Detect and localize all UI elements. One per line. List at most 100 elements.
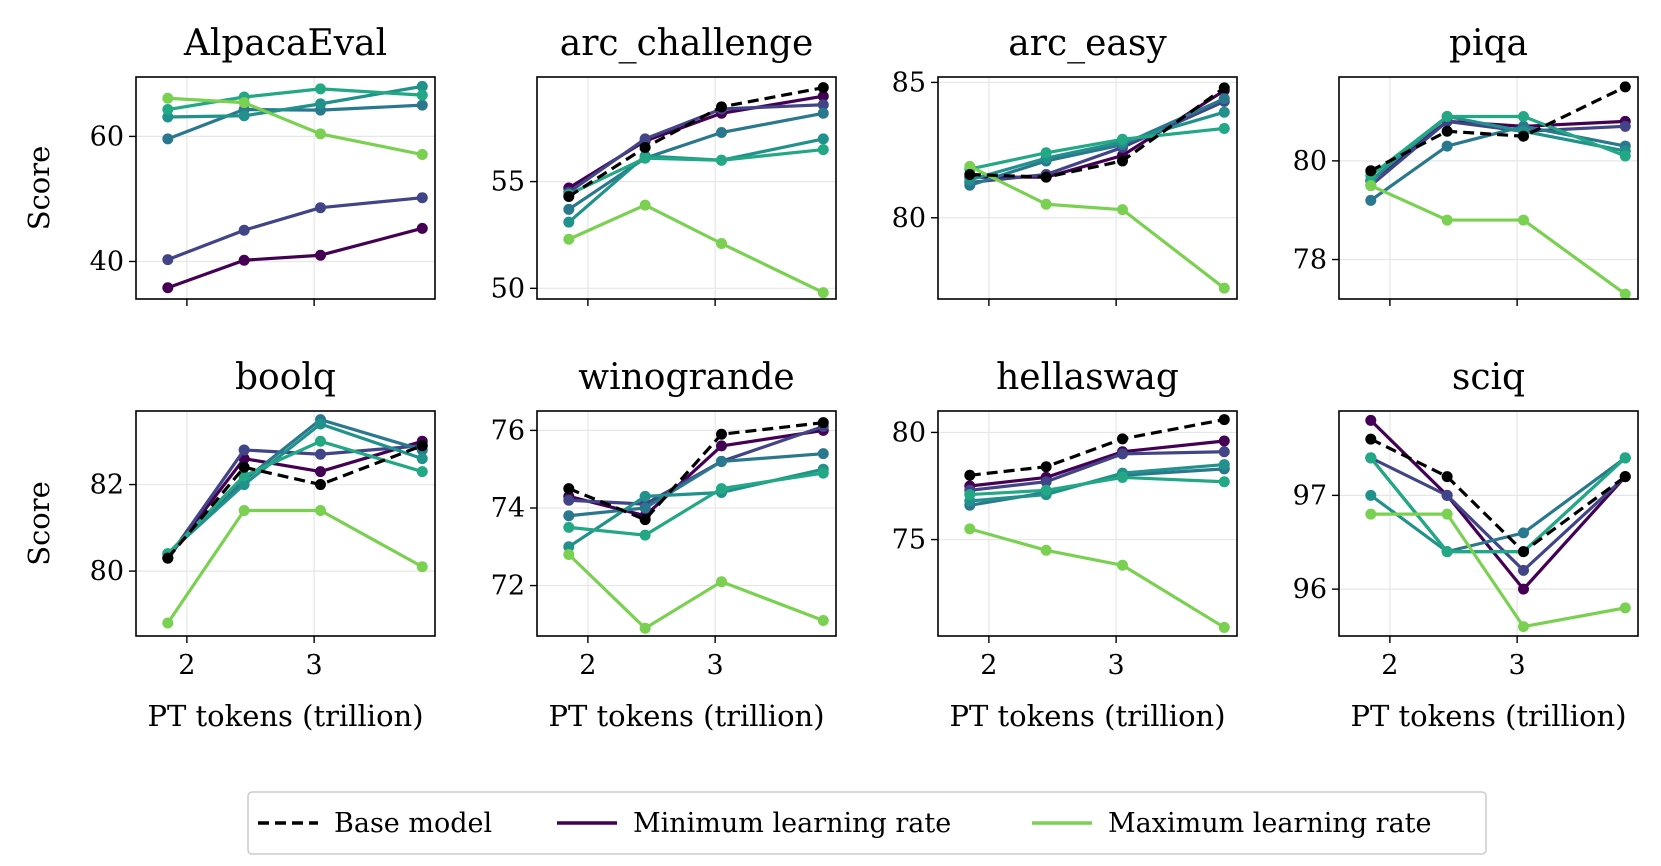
- data-point-lr4: [314, 418, 326, 430]
- data-point-lr2: [314, 202, 326, 214]
- data-point-lr6: [1441, 508, 1453, 520]
- data-point-lr6: [1365, 180, 1377, 192]
- data-point-lr4: [1218, 106, 1230, 118]
- y-tick-label: 80: [892, 203, 926, 234]
- data-point-lr6: [715, 238, 727, 249]
- data-point-lr6: [639, 199, 651, 211]
- y-tick-label: 72: [491, 571, 525, 602]
- series-line-lr6: [1370, 184, 1627, 296]
- series-line-lr2: [1369, 119, 1626, 187]
- panel-title: sciq: [1452, 357, 1525, 398]
- data-point-lr1: [416, 222, 428, 234]
- data-point-lr2: [1040, 476, 1052, 488]
- data-point-lr1: [817, 90, 829, 102]
- x-axis-label: PT tokens (trillion): [147, 699, 423, 733]
- data-point-lr3: [162, 133, 174, 145]
- legend-label-0: Base model: [334, 808, 492, 839]
- data-point-lr6: [238, 97, 250, 109]
- x-tick-label: 3: [707, 650, 724, 681]
- data-point-lr2: [817, 99, 829, 111]
- y-tick-label: 85: [892, 67, 926, 98]
- data-point-lr3: [416, 99, 428, 111]
- y-tick-label: 82: [90, 470, 124, 501]
- panel-arc-challenge: 50 55 arc_challenge: [491, 23, 837, 306]
- data-point-lr3: [715, 127, 727, 138]
- data-point-lr4: [563, 541, 575, 553]
- series-line-lr2: [167, 196, 423, 262]
- series-line-lr6: [568, 203, 824, 295]
- y-tick-label: 75: [892, 525, 926, 556]
- data-point-lr3: [817, 448, 829, 460]
- data-point-lr6: [817, 614, 829, 626]
- data-point-lr2: [314, 448, 326, 460]
- base-model-line: [1370, 85, 1626, 173]
- data-point-base-model: [1441, 471, 1453, 483]
- data-point-lr2: [1218, 446, 1230, 458]
- series-line-lr1: [167, 226, 423, 290]
- data-point-lr6: [1218, 282, 1230, 294]
- series-line-lr5: [969, 475, 1225, 497]
- panel-arc-easy: 80 85 arc_easy: [892, 23, 1238, 306]
- data-point-base-model: [416, 440, 428, 452]
- series-line-lr3: [166, 418, 423, 555]
- series-line-lr5: [167, 87, 423, 112]
- data-point-lr5: [1441, 546, 1453, 558]
- data-point-lr1: [238, 254, 250, 266]
- panel-title: winogrande: [578, 357, 794, 398]
- data-point-lr5: [1218, 122, 1230, 134]
- series-line-lr4: [166, 422, 423, 555]
- x-tick-label: 2: [980, 650, 997, 681]
- panel-title: AlpacaEval: [183, 23, 387, 64]
- series-line-lr3: [568, 452, 824, 518]
- axes-frame: [937, 410, 1238, 637]
- data-point-lr5: [1619, 150, 1631, 162]
- data-point-lr4: [639, 490, 651, 502]
- y-tick-label: 74: [491, 493, 525, 524]
- series-line-lr3: [1369, 124, 1626, 202]
- data-point-base-model: [238, 461, 250, 473]
- data-point-lr1: [1218, 435, 1230, 447]
- data-point-lr1: [314, 249, 326, 261]
- panel-title: boolq: [235, 357, 336, 398]
- y-tick-label: 97: [1293, 480, 1327, 511]
- data-point-lr5: [238, 470, 250, 482]
- data-point-lr6: [416, 561, 428, 573]
- data-point-base-model: [1619, 81, 1631, 93]
- series-line-lr2: [567, 103, 824, 194]
- data-point-lr5: [1040, 484, 1052, 496]
- series-line-lr6: [969, 527, 1226, 629]
- data-point-base-model: [1517, 546, 1529, 558]
- panel-boolq: 2 3 80 82 boolq PT tokens (trillion) Score: [22, 357, 436, 733]
- data-point-lr2: [1441, 489, 1453, 501]
- x-tick-label: 3: [1108, 650, 1125, 681]
- data-point-lr6: [416, 149, 428, 161]
- series-line-lr4: [1369, 114, 1626, 182]
- data-point-base-model: [1218, 414, 1230, 426]
- data-point-lr6: [1517, 621, 1529, 633]
- data-point-lr3: [563, 203, 575, 215]
- axes-frame: [135, 76, 436, 300]
- data-point-lr3: [715, 455, 727, 467]
- data-point-lr2: [1116, 448, 1128, 460]
- series-line-lr1: [969, 439, 1225, 488]
- data-point-lr4: [416, 453, 428, 465]
- data-point-lr4: [1218, 459, 1230, 471]
- series-line-lr2: [1370, 456, 1627, 572]
- data-point-lr5: [162, 104, 174, 116]
- axes-frame: [1338, 76, 1639, 300]
- x-tick-label: 2: [1381, 650, 1398, 681]
- series-line-lr3: [969, 97, 1225, 187]
- data-point-lr2: [238, 224, 250, 236]
- data-point-lr5: [715, 483, 727, 495]
- data-point-lr6: [162, 617, 174, 629]
- series-line-lr5: [1369, 456, 1627, 554]
- series-line-lr2: [969, 450, 1225, 492]
- data-point-lr6: [1517, 214, 1529, 226]
- x-axis-label: PT tokens (trillion): [548, 699, 824, 733]
- data-point-lr6: [817, 287, 829, 299]
- y-tick-label: 80: [1293, 146, 1327, 177]
- data-point-base-model: [964, 168, 976, 180]
- data-point-lr5: [1116, 471, 1128, 483]
- y-tick-label: 78: [1293, 245, 1327, 276]
- series-line-lr4: [969, 110, 1225, 182]
